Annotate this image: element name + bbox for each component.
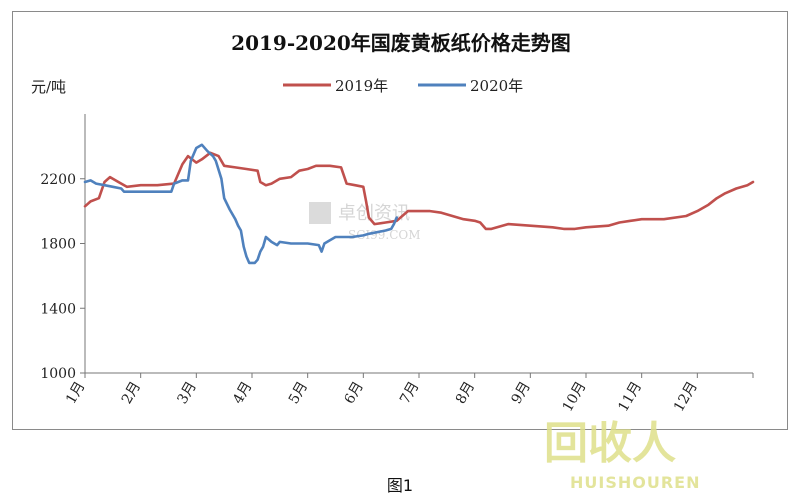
legend-label-2020: 2020年 bbox=[470, 77, 523, 95]
series-lines bbox=[83, 143, 755, 265]
chart-frame: 2019-2020年国废黄板纸价格走势图 元/吨 2019年 2020年 卓创资… bbox=[12, 11, 788, 430]
y-tick-label: 2200 bbox=[40, 172, 76, 188]
series-line-2019 bbox=[83, 151, 755, 231]
x-tick-label: 7月 bbox=[397, 379, 422, 407]
x-tick-label: 9月 bbox=[508, 379, 533, 407]
series-line-2020 bbox=[83, 143, 398, 265]
legend-label-2019: 2019年 bbox=[335, 77, 388, 95]
y-tick-label: 1000 bbox=[40, 366, 76, 382]
watermark-logo-mark bbox=[309, 202, 331, 224]
center-watermark: 卓创资讯 SCI99.COM bbox=[309, 202, 421, 242]
x-tick-label: 3月 bbox=[174, 379, 199, 407]
y-tick-label: 1400 bbox=[40, 301, 76, 317]
huishouren-logo-watermark: 回收人 HUISHOUREN bbox=[540, 402, 720, 494]
chart-title: 2019-2020年国废黄板纸价格走势图 bbox=[231, 31, 571, 55]
x-tick-label: 2月 bbox=[119, 379, 144, 407]
watermark-text: 卓创资讯 bbox=[338, 203, 410, 224]
figure-caption: 图1 bbox=[386, 476, 414, 495]
x-tick-label: 8月 bbox=[453, 379, 478, 407]
y-unit-label: 元/吨 bbox=[31, 78, 66, 96]
x-tick-label: 5月 bbox=[286, 379, 311, 407]
price-chart: 2019-2020年国废黄板纸价格走势图 元/吨 2019年 2020年 卓创资… bbox=[31, 31, 755, 415]
x-tick-label: 1月 bbox=[63, 379, 88, 407]
legend: 2019年 2020年 bbox=[283, 77, 523, 95]
x-tick-label: 4月 bbox=[230, 379, 255, 407]
y-tick-label: 1800 bbox=[40, 237, 76, 253]
x-tick-label: 6月 bbox=[341, 379, 366, 407]
logo-en-text: HUISHOUREN bbox=[570, 473, 700, 492]
logo-cn-text: 回收人 bbox=[544, 418, 676, 469]
watermark-subtext: SCI99.COM bbox=[348, 228, 421, 242]
